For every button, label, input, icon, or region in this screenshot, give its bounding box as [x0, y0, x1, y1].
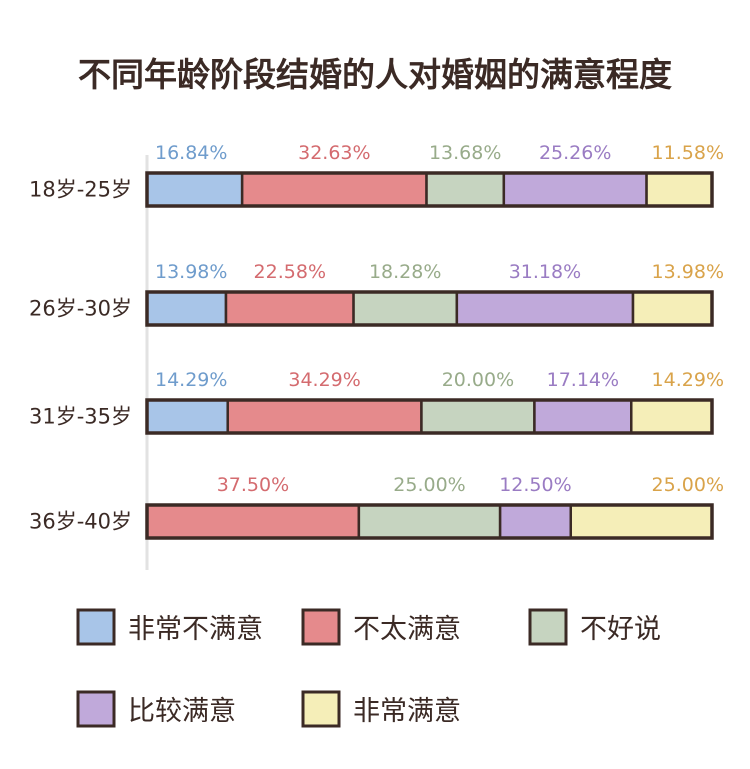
value-label: 22.58%: [254, 261, 326, 283]
bar-segment: [569, 503, 714, 540]
legend-swatch: [528, 608, 568, 646]
legend-swatch: [301, 608, 341, 646]
legend-label: 非常不满意: [128, 614, 263, 645]
value-label: 20.00%: [442, 369, 514, 391]
value-label: 13.68%: [429, 142, 501, 164]
value-label: 11.58%: [652, 142, 724, 164]
bar-segment: [145, 398, 229, 435]
bar-frame: [145, 398, 714, 435]
value-label: 16.84%: [155, 142, 227, 164]
legend-label: 不太满意: [353, 614, 461, 645]
value-label: 13.98%: [155, 261, 227, 283]
bar-frame: [145, 171, 714, 208]
bar-segment: [498, 503, 572, 540]
value-label: 31.18%: [509, 261, 581, 283]
value-label: 25.00%: [393, 474, 465, 496]
value-label: 37.50%: [217, 474, 289, 496]
legend-label: 比较满意: [128, 696, 236, 727]
bar-segment: [630, 398, 714, 435]
category-label: 36岁-40岁: [29, 510, 132, 534]
value-label: 18.28%: [369, 261, 441, 283]
bar-segment: [145, 503, 361, 540]
bar-segment: [645, 171, 714, 208]
bar-segment: [455, 290, 635, 327]
bar-segment: [145, 171, 244, 208]
category-label: 31岁-35岁: [29, 405, 132, 429]
value-label: 34.29%: [288, 369, 360, 391]
value-label: 25.00%: [652, 474, 724, 496]
value-label: 14.29%: [652, 369, 724, 391]
legend-label: 非常满意: [353, 696, 461, 727]
bar-segment: [533, 398, 633, 435]
legend-swatch: [76, 608, 116, 646]
legend-swatch: [76, 690, 116, 728]
value-label: 25.26%: [539, 142, 611, 164]
bar-segment: [357, 503, 502, 540]
bar-segment: [226, 398, 423, 435]
bar-segment: [425, 171, 506, 208]
category-label: 26岁-30岁: [29, 297, 132, 321]
bar-segment: [502, 171, 648, 208]
bar-segment: [631, 290, 714, 327]
bar-frame: [145, 290, 714, 327]
value-label: 14.29%: [155, 369, 227, 391]
legend-label: 不好说: [580, 614, 661, 645]
value-label: 12.50%: [499, 474, 571, 496]
bar-segment: [352, 290, 459, 327]
bars-group: 18岁-25岁 16.84% 32.63% 13.68% 25.26% 11.58% 26岁…: [29, 142, 724, 540]
bar-segment: [420, 398, 536, 435]
value-label: 17.14%: [547, 369, 619, 391]
bar-segment: [224, 290, 355, 327]
value-label: 13.98%: [652, 261, 724, 283]
bar-segment: [240, 171, 428, 208]
chart-title: 不同年龄阶段结婚的人对婚姻的满意程度: [78, 55, 672, 94]
legend-swatch: [301, 690, 341, 728]
value-label: 32.63%: [298, 142, 370, 164]
category-label: 18岁-25岁: [29, 178, 132, 202]
bar-segment: [145, 290, 228, 327]
bar-frame: [145, 503, 714, 540]
